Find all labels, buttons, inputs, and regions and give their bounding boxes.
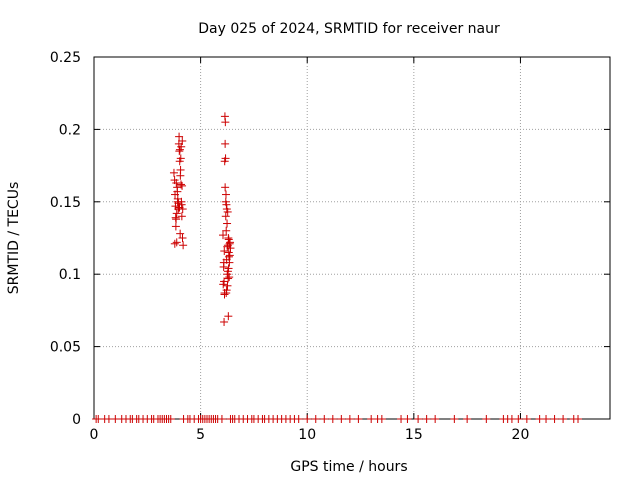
data-point <box>303 415 312 423</box>
data-point <box>463 415 472 423</box>
data-point <box>221 197 230 206</box>
data-point <box>175 203 184 212</box>
x-tick-label: 20 <box>512 427 530 443</box>
data-point <box>176 229 185 238</box>
data-point <box>224 235 233 244</box>
data-point <box>221 139 230 148</box>
data-point <box>222 289 231 298</box>
data-point <box>225 273 234 282</box>
data-point <box>178 136 187 145</box>
data-point <box>178 205 187 214</box>
data-point <box>173 194 182 203</box>
data-point <box>175 132 184 141</box>
data-point <box>217 415 226 423</box>
data-point <box>223 267 232 276</box>
data-point <box>403 415 412 423</box>
grid-lines <box>94 57 610 419</box>
data-point <box>224 312 233 321</box>
data-point <box>223 219 232 228</box>
data-point <box>172 238 181 247</box>
chart-title: Day 025 of 2024, SRMTID for receiver nau… <box>198 21 500 37</box>
data-point <box>550 415 559 423</box>
data-point <box>220 247 229 256</box>
data-point <box>294 415 303 423</box>
x-axis-label: GPS time / hours <box>290 459 407 475</box>
data-point <box>176 154 185 163</box>
y-tick-label: 0.25 <box>50 50 81 66</box>
data-point <box>482 415 491 423</box>
data-point <box>171 222 180 231</box>
data-point <box>221 183 230 192</box>
y-tick-label: 0 <box>72 412 81 428</box>
y-tick-label: 0.05 <box>50 340 81 356</box>
data-point <box>166 415 175 423</box>
data-point <box>514 415 523 423</box>
data-point <box>178 181 187 190</box>
data-point <box>179 241 188 250</box>
x-tick-label: 15 <box>405 427 423 443</box>
data-point <box>219 280 228 289</box>
data-point <box>225 251 234 260</box>
data-point <box>354 415 363 423</box>
data-point <box>220 290 229 299</box>
data-point <box>224 252 233 261</box>
data-point <box>221 190 230 199</box>
data-point <box>171 213 180 222</box>
data-point <box>170 239 179 248</box>
x-tick-label: 10 <box>298 427 316 443</box>
data-point <box>224 274 233 283</box>
data-point <box>450 415 459 423</box>
x-tick-label: 5 <box>196 427 205 443</box>
data-point <box>172 209 181 218</box>
data-point <box>173 187 182 196</box>
data-point <box>542 415 551 423</box>
data-point <box>414 415 423 423</box>
data-point <box>176 180 185 189</box>
data-point <box>223 242 232 251</box>
data-point <box>559 415 568 423</box>
data-point <box>219 231 227 240</box>
data-point <box>172 178 181 187</box>
y-axis-label: SRMTID / TECUs <box>6 182 22 295</box>
data-point <box>177 212 186 221</box>
x-tick-label: 0 <box>90 427 99 443</box>
y-tick-label: 0.15 <box>50 195 81 211</box>
data-point <box>226 244 235 253</box>
data-points <box>92 112 583 423</box>
data-point <box>220 317 229 326</box>
data-point <box>176 165 185 174</box>
data-point <box>219 258 228 267</box>
data-point <box>223 281 232 290</box>
data-point <box>337 415 346 423</box>
y-tick-label: 0.1 <box>59 267 81 283</box>
data-point <box>220 157 229 166</box>
data-point <box>169 168 178 177</box>
data-point <box>223 207 232 216</box>
data-point <box>328 415 337 423</box>
data-point <box>522 415 531 423</box>
data-point <box>177 142 186 151</box>
data-point <box>422 415 431 423</box>
data-point <box>574 415 583 423</box>
data-point <box>431 415 440 423</box>
data-point <box>178 234 187 242</box>
data-point <box>222 226 231 235</box>
data-point <box>221 212 230 221</box>
y-tick-label: 0.2 <box>59 122 81 138</box>
data-point <box>377 415 386 423</box>
data-point <box>345 415 354 423</box>
data-point <box>175 147 184 156</box>
data-point <box>174 199 183 208</box>
data-point <box>311 415 320 423</box>
data-point <box>320 415 329 423</box>
data-point <box>221 118 230 127</box>
